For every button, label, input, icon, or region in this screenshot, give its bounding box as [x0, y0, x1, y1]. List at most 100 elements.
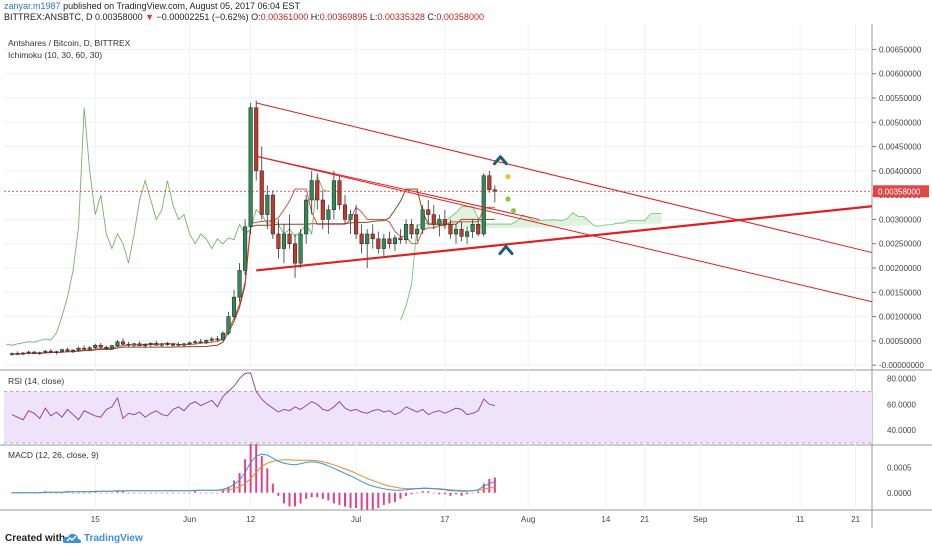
- trendline-inner-descending[interactable]: [256, 155, 540, 220]
- candle-body[interactable]: [48, 350, 53, 353]
- candle-body[interactable]: [370, 233, 375, 240]
- candle-body[interactable]: [220, 332, 225, 341]
- candle-body[interactable]: [159, 343, 164, 346]
- candle-body[interactable]: [54, 351, 59, 353]
- candle-body[interactable]: [431, 214, 436, 225]
- candle-body[interactable]: [143, 344, 148, 346]
- candle-body[interactable]: [259, 170, 264, 215]
- candle-body[interactable]: [437, 219, 442, 225]
- macd-line[interactable]: [12, 453, 496, 494]
- rsi-pane[interactable]: [4, 372, 872, 444]
- candle-body[interactable]: [420, 209, 425, 230]
- candle-body[interactable]: [243, 226, 248, 271]
- candle-body[interactable]: [359, 233, 364, 244]
- candle-body[interactable]: [298, 233, 303, 264]
- candle-body[interactable]: [254, 107, 259, 172]
- candle-body[interactable]: [187, 342, 192, 345]
- tradingview-brand[interactable]: TradingView: [84, 533, 143, 544]
- candle-body[interactable]: [193, 341, 198, 344]
- candle-body[interactable]: [87, 347, 92, 350]
- candle-body[interactable]: [198, 341, 203, 344]
- candle-body[interactable]: [315, 180, 320, 201]
- candle-body[interactable]: [448, 224, 453, 235]
- candle-body[interactable]: [15, 353, 20, 355]
- candle-body[interactable]: [165, 343, 170, 346]
- candle-body[interactable]: [426, 209, 431, 215]
- candle-body[interactable]: [76, 347, 81, 351]
- candle-body[interactable]: [132, 343, 137, 346]
- candle-body[interactable]: [404, 224, 409, 241]
- trendline-upper-channel-bottom[interactable]: [256, 155, 873, 303]
- macd-pane[interactable]: [11, 443, 496, 510]
- candle-body[interactable]: [320, 199, 325, 220]
- candle-body[interactable]: [392, 237, 397, 244]
- candle-body[interactable]: [398, 237, 403, 241]
- candle-body[interactable]: [71, 349, 76, 352]
- candle-body[interactable]: [98, 344, 103, 348]
- candle-body[interactable]: [337, 180, 342, 206]
- candle-body[interactable]: [348, 214, 353, 220]
- candle-body[interactable]: [276, 233, 281, 249]
- candle-body[interactable]: [32, 351, 37, 354]
- candle-body[interactable]: [176, 344, 181, 346]
- candle-body[interactable]: [270, 194, 275, 235]
- candle-body[interactable]: [381, 238, 386, 249]
- candle-body[interactable]: [120, 341, 126, 345]
- candle-body[interactable]: [226, 316, 231, 334]
- candle-body[interactable]: [209, 338, 214, 341]
- trendline-upper-channel-top[interactable]: [256, 102, 873, 254]
- candle-body[interactable]: [453, 228, 459, 235]
- candle-body[interactable]: [170, 344, 175, 346]
- candle-body[interactable]: [21, 352, 26, 355]
- candle-body[interactable]: [481, 175, 486, 235]
- candle-body[interactable]: [281, 233, 286, 249]
- candle-body[interactable]: [442, 219, 447, 225]
- candle-body[interactable]: [287, 233, 292, 244]
- candle-body[interactable]: [293, 243, 298, 264]
- candle-body[interactable]: [26, 351, 31, 354]
- candle-body[interactable]: [115, 341, 120, 346]
- candle-body[interactable]: [376, 238, 381, 249]
- candle-body[interactable]: [104, 346, 109, 349]
- price-axis[interactable]: 0.00650000 0.00600000 0.00550000 0.00500000…: [872, 45, 929, 498]
- candle-body[interactable]: [93, 344, 98, 348]
- candle-body[interactable]: [82, 347, 87, 350]
- candle-body[interactable]: [309, 180, 314, 201]
- candle-body[interactable]: [465, 231, 470, 237]
- candle-body[interactable]: [387, 238, 392, 244]
- candle-body[interactable]: [43, 350, 48, 353]
- candle-body[interactable]: [231, 296, 237, 317]
- candle-body[interactable]: [354, 214, 359, 235]
- candle-body[interactable]: [182, 343, 187, 346]
- price-pane[interactable]: [4, 100, 873, 356]
- candle-body[interactable]: [487, 175, 492, 191]
- candle-body[interactable]: [126, 344, 131, 346]
- candle-body[interactable]: [331, 180, 336, 210]
- candle-body[interactable]: [476, 224, 481, 235]
- candle-body[interactable]: [304, 199, 309, 235]
- candle-body[interactable]: [109, 345, 114, 349]
- candle-body[interactable]: [215, 338, 220, 341]
- candle-body[interactable]: [65, 349, 70, 352]
- trendline-rising-support[interactable]: [256, 205, 873, 272]
- candle-body[interactable]: [265, 194, 270, 215]
- candle-body[interactable]: [204, 340, 209, 343]
- candle-body[interactable]: [237, 270, 242, 298]
- candle-body[interactable]: [148, 343, 153, 345]
- candle-body[interactable]: [365, 233, 370, 244]
- candle-body[interactable]: [37, 352, 42, 354]
- candle-body[interactable]: [342, 204, 348, 220]
- candle-body[interactable]: [59, 349, 65, 352]
- rsi-line[interactable]: [11, 372, 495, 421]
- time-axis[interactable]: 15 Jun 12 Jul 17 Aug 14 21 Sep 11 21: [91, 515, 861, 524]
- author-name[interactable]: zanyar.m1987: [4, 1, 61, 11]
- candle-body[interactable]: [470, 224, 475, 232]
- candle-body[interactable]: [409, 224, 414, 235]
- candle-body[interactable]: [459, 228, 464, 237]
- candle-body[interactable]: [492, 189, 497, 192]
- candle-body[interactable]: [137, 343, 142, 346]
- candle-body[interactable]: [9, 353, 15, 355]
- candle-body[interactable]: [248, 107, 253, 227]
- candle-body[interactable]: [154, 343, 159, 346]
